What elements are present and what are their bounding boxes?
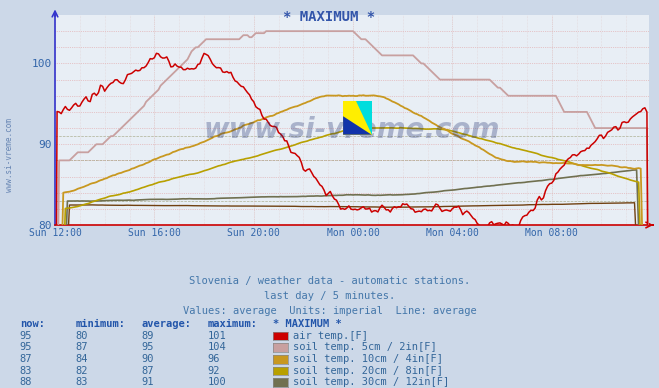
Text: 87: 87 [142,365,154,376]
Text: soil temp. 10cm / 4in[F]: soil temp. 10cm / 4in[F] [293,354,444,364]
Text: www.si-vreme.com: www.si-vreme.com [204,116,500,144]
Text: air temp.[F]: air temp.[F] [293,331,368,341]
Polygon shape [343,116,372,135]
Text: 91: 91 [142,377,154,387]
Text: 88: 88 [20,377,32,387]
Text: * MAXIMUM *: * MAXIMUM * [283,10,376,24]
Text: 84: 84 [76,354,88,364]
Text: Slovenia / weather data - automatic stations.: Slovenia / weather data - automatic stat… [189,276,470,286]
Polygon shape [356,101,372,135]
Text: 83: 83 [20,365,32,376]
Text: 87: 87 [76,342,88,352]
Text: 95: 95 [142,342,154,352]
Text: last day / 5 minutes.: last day / 5 minutes. [264,291,395,301]
Text: 89: 89 [142,331,154,341]
Text: 95: 95 [20,342,32,352]
Text: 90: 90 [142,354,154,364]
Text: now:: now: [20,319,45,329]
Text: Values: average  Units: imperial  Line: average: Values: average Units: imperial Line: av… [183,306,476,316]
Text: www.si-vreme.com: www.si-vreme.com [5,118,14,192]
Text: soil temp. 30cm / 12in[F]: soil temp. 30cm / 12in[F] [293,377,449,387]
Text: 83: 83 [76,377,88,387]
Text: average:: average: [142,319,192,329]
Text: 82: 82 [76,365,88,376]
Text: 87: 87 [20,354,32,364]
Text: 96: 96 [208,354,220,364]
Text: maximum:: maximum: [208,319,258,329]
Text: 92: 92 [208,365,220,376]
Text: 95: 95 [20,331,32,341]
Text: 80: 80 [76,331,88,341]
Polygon shape [343,101,372,135]
Text: * MAXIMUM *: * MAXIMUM * [273,319,342,329]
Text: soil temp. 20cm / 8in[F]: soil temp. 20cm / 8in[F] [293,365,444,376]
Text: soil temp. 5cm / 2in[F]: soil temp. 5cm / 2in[F] [293,342,437,352]
Text: minimum:: minimum: [76,319,126,329]
Text: 101: 101 [208,331,226,341]
Text: 100: 100 [208,377,226,387]
Text: 104: 104 [208,342,226,352]
